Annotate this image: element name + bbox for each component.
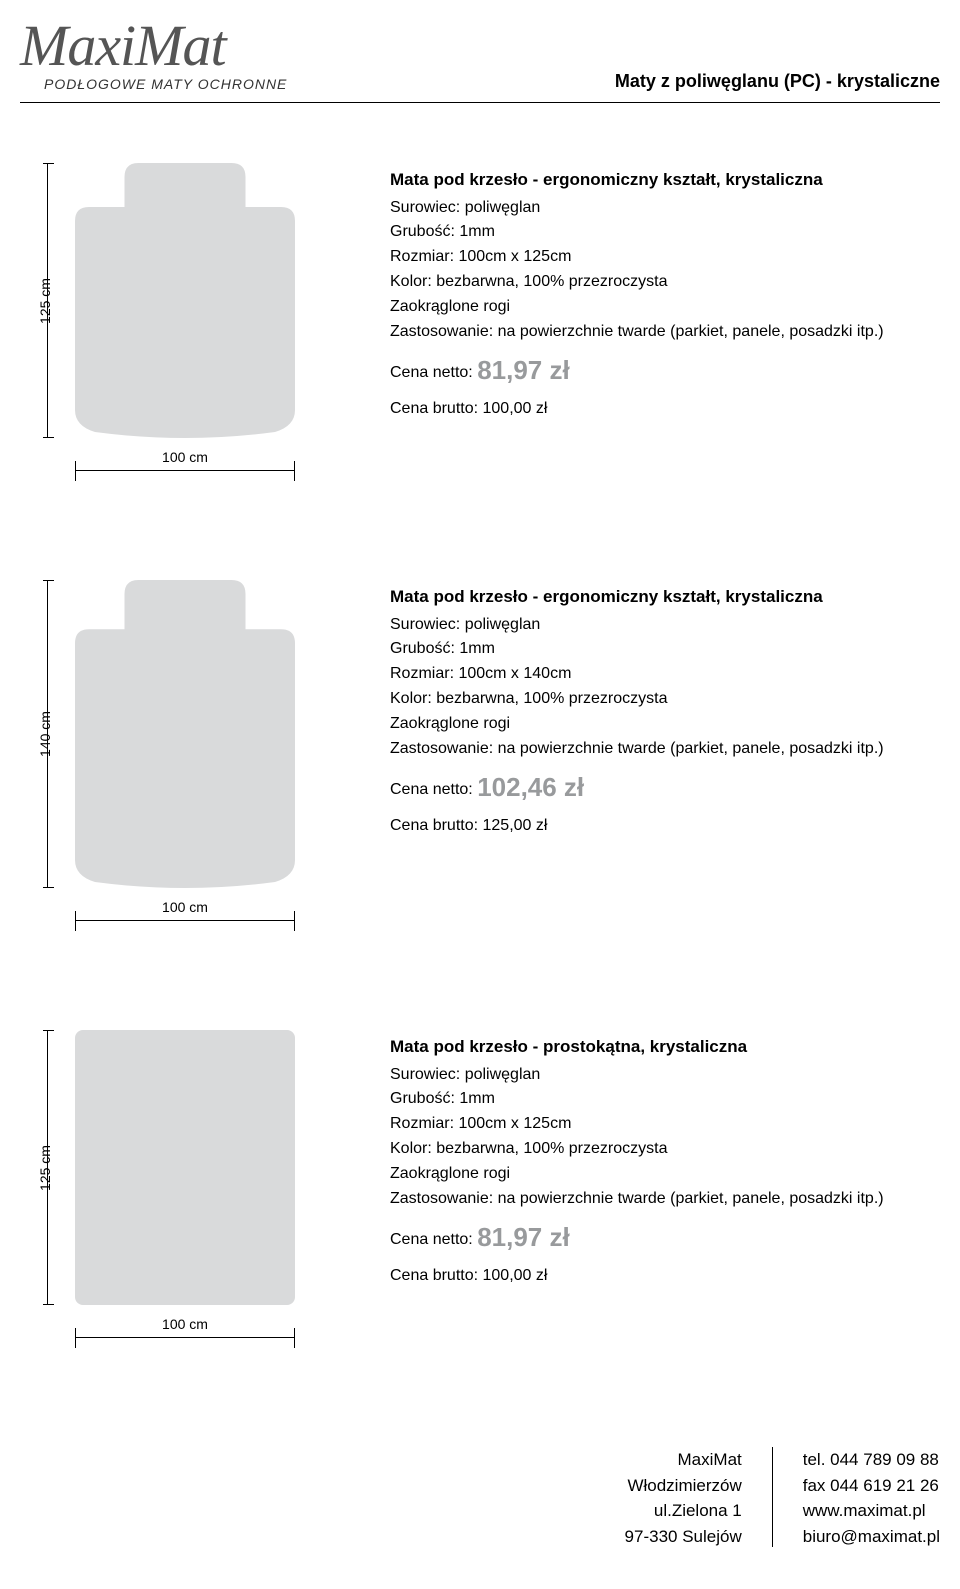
product-title: Mata pod krzesło - ergonomiczny kształt,… <box>390 584 940 610</box>
logo-block: MaxiMat PODŁOGOWE MATY OCHRONNE <box>20 20 287 92</box>
category-title: Maty z poliwęglanu (PC) - krystaliczne <box>615 71 940 92</box>
product-spec-line: Grubość: 1mm <box>390 220 940 245</box>
footer-line: fax 044 619 21 26 <box>803 1473 940 1499</box>
dimension-vertical: 125 cm <box>32 163 62 438</box>
page-header: MaxiMat PODŁOGOWE MATY OCHRONNE Maty z p… <box>20 20 940 103</box>
netto-value: 81,97 zł <box>477 1222 570 1252</box>
product-spec-line: Rozmiar: 100cm x 125cm <box>390 245 940 270</box>
netto-label: Cena netto: <box>390 781 473 798</box>
product-diagram: 140 cm 100 cm <box>20 580 390 930</box>
dimension-horizontal: 100 cm <box>75 455 295 485</box>
product-spec-line: Surowiec: poliwęglan <box>390 196 940 221</box>
dimension-vertical: 125 cm <box>32 1030 62 1305</box>
mat-shape <box>75 163 295 443</box>
product-info: Mata pod krzesło - ergonomiczny kształt,… <box>390 163 940 421</box>
product-info: Mata pod krzesło - ergonomiczny kształt,… <box>390 580 940 838</box>
mat-shape <box>75 580 295 893</box>
product-spec-line: Zaokrąglone rogi <box>390 712 940 737</box>
dimension-horizontal: 100 cm <box>75 905 295 935</box>
footer-line: tel. 044 789 09 88 <box>803 1447 940 1473</box>
product-title: Mata pod krzesło - prostokątna, krystali… <box>390 1034 940 1060</box>
brand-logo: MaxiMat <box>20 20 287 72</box>
product-list: 125 cm 100 cmMata pod krzesło - ergonomi… <box>20 163 940 1347</box>
netto-label: Cena netto: <box>390 364 473 381</box>
price-netto: Cena netto: 102,46 zł <box>390 767 940 807</box>
product-spec-line: Zastosowanie: na powierzchnie twarde (pa… <box>390 320 940 345</box>
height-label: 140 cm <box>37 711 53 757</box>
price-netto: Cena netto: 81,97 zł <box>390 1217 940 1257</box>
brand-tagline: PODŁOGOWE MATY OCHRONNE <box>44 76 287 92</box>
product-row: 125 cm 100 cm Mata pod krzesło - prostokąt… <box>20 1030 940 1347</box>
product-spec-line: Grubość: 1mm <box>390 1087 940 1112</box>
product-spec-line: Rozmiar: 100cm x 125cm <box>390 1112 940 1137</box>
product-spec-line: Zaokrąglone rogi <box>390 295 940 320</box>
product-info: Mata pod krzesło - prostokątna, krystali… <box>390 1030 940 1288</box>
product-row: 125 cm 100 cmMata pod krzesło - ergonomi… <box>20 163 940 480</box>
dimension-horizontal: 100 cm <box>75 1322 295 1352</box>
page-footer: MaxiMatWłodzimierzówul.Zielona 197-330 S… <box>20 1447 940 1549</box>
price-brutto: Cena brutto: 125,00 zł <box>390 814 940 839</box>
product-spec-line: Zaokrąglone rogi <box>390 1162 940 1187</box>
footer-line: ul.Zielona 1 <box>625 1498 742 1524</box>
netto-label: Cena netto: <box>390 1231 473 1248</box>
product-diagram: 125 cm 100 cm <box>20 1030 390 1347</box>
dimension-vertical: 140 cm <box>32 580 62 888</box>
netto-value: 81,97 zł <box>477 355 570 385</box>
price-netto: Cena netto: 81,97 zł <box>390 350 940 390</box>
height-label: 125 cm <box>37 278 53 324</box>
price-brutto: Cena brutto: 100,00 zł <box>390 1264 940 1289</box>
footer-line: MaxiMat <box>625 1447 742 1473</box>
price-brutto: Cena brutto: 100,00 zł <box>390 397 940 422</box>
product-spec-line: Surowiec: poliwęglan <box>390 1063 940 1088</box>
product-spec-line: Rozmiar: 100cm x 140cm <box>390 662 940 687</box>
product-spec-line: Surowiec: poliwęglan <box>390 613 940 638</box>
height-label: 125 cm <box>37 1145 53 1191</box>
product-spec-line: Zastosowanie: na powierzchnie twarde (pa… <box>390 737 940 762</box>
product-spec-line: Kolor: bezbarwna, 100% przezroczysta <box>390 270 940 295</box>
width-label: 100 cm <box>156 899 214 915</box>
footer-line: www.maximat.pl <box>803 1498 940 1524</box>
product-diagram: 125 cm 100 cm <box>20 163 390 480</box>
width-label: 100 cm <box>156 1316 214 1332</box>
mat-shape <box>75 1030 295 1310</box>
netto-value: 102,46 zł <box>477 772 584 802</box>
product-row: 140 cm 100 cmMata pod krzesło - ergonomi… <box>20 580 940 930</box>
product-spec-line: Kolor: bezbarwna, 100% przezroczysta <box>390 1137 940 1162</box>
footer-line: Włodzimierzów <box>625 1473 742 1499</box>
footer-line: 97-330 Sulejów <box>625 1524 742 1550</box>
product-title: Mata pod krzesło - ergonomiczny kształt,… <box>390 167 940 193</box>
footer-line: biuro@maximat.pl <box>803 1524 940 1550</box>
product-spec-line: Grubość: 1mm <box>390 637 940 662</box>
footer-address: MaxiMatWłodzimierzówul.Zielona 197-330 S… <box>625 1447 742 1549</box>
product-spec-line: Zastosowanie: na powierzchnie twarde (pa… <box>390 1187 940 1212</box>
width-label: 100 cm <box>156 449 214 465</box>
footer-contact: tel. 044 789 09 88fax 044 619 21 26www.m… <box>803 1447 940 1549</box>
footer-divider <box>772 1447 773 1547</box>
product-spec-line: Kolor: bezbarwna, 100% przezroczysta <box>390 687 940 712</box>
